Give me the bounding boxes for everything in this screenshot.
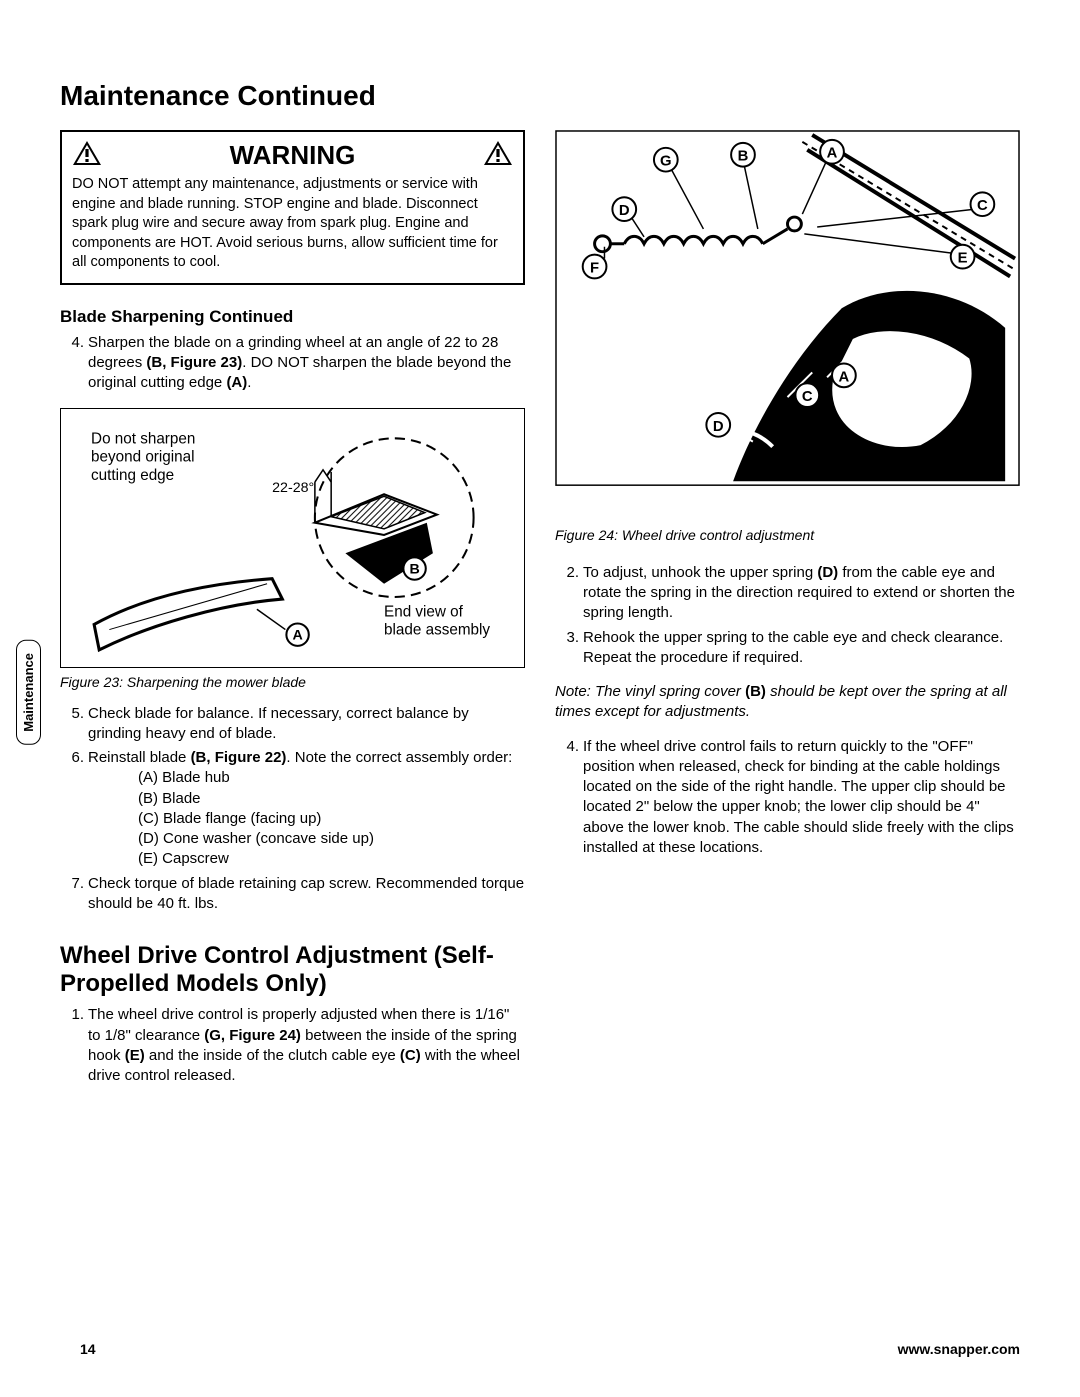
step6: Reinstall blade (B, Figure 22). Note the… <box>88 749 512 766</box>
warning-triangle-icon <box>72 140 102 171</box>
svg-text:A: A <box>292 627 302 643</box>
blade-steps-5-7: 5.Check blade for balance. If necessary,… <box>60 704 525 915</box>
page-title: Maintenance Continued <box>60 80 1020 112</box>
svg-text:B: B <box>738 149 749 165</box>
warning-body-text: DO NOT attempt any maintenance, adjustme… <box>72 175 513 273</box>
figure-24-caption: Figure 24: Wheel drive control adjustmen… <box>555 527 1020 543</box>
sub-c: (C) Blade flange (facing up) <box>138 809 525 829</box>
footer-url: www.snapper.com <box>898 1341 1020 1357</box>
svg-text:A: A <box>827 146 838 162</box>
left-column: WARNING DO NOT attempt any maintenance, … <box>60 130 525 1090</box>
t: (E) <box>125 1047 145 1064</box>
t: To adjust, unhook the upper spring <box>583 564 817 581</box>
svg-text:C: C <box>802 389 813 405</box>
svg-text:blade assembly: blade assembly <box>384 621 490 638</box>
figure-23-svg: Do not sharpen beyond original cutting e… <box>73 421 512 655</box>
t: (A) <box>226 374 247 391</box>
t: (G, Figure 24) <box>204 1027 301 1044</box>
t: Reinstall blade <box>88 749 191 766</box>
wheel-step-1: 1. The wheel drive control is properly a… <box>60 1005 525 1086</box>
note-paragraph: Note: The vinyl spring cover (B) should … <box>555 682 1020 723</box>
sub-d: (D) Cone washer (concave side up) <box>138 829 525 849</box>
wheel-drive-heading: Wheel Drive Control Adjustment (Self-Pro… <box>60 942 525 997</box>
t: (B, Figure 23) <box>146 354 242 371</box>
wheel-step-4: 4.If the wheel drive control fails to re… <box>555 737 1020 859</box>
svg-text:D: D <box>619 203 630 219</box>
figure-24-svg: G B A D C E F A C D <box>555 130 1020 516</box>
svg-text:E: E <box>958 251 968 267</box>
svg-text:G: G <box>660 154 672 170</box>
t: (C) <box>400 1047 421 1064</box>
t: . <box>247 374 251 391</box>
svg-text:End view of: End view of <box>384 603 464 620</box>
figure-23-caption: Figure 23: Sharpening the mower blade <box>60 674 525 690</box>
warning-triangle-icon <box>483 140 513 171</box>
blade-sharpening-heading: Blade Sharpening Continued <box>60 307 525 327</box>
sub-a: (A) Blade hub <box>138 768 525 788</box>
step4-text: Sharpen the blade on a grinding wheel at… <box>88 334 511 392</box>
figure-24-box: G B A D C E F A C D <box>555 130 1020 521</box>
svg-text:F: F <box>590 260 599 276</box>
svg-text:beyond original: beyond original <box>91 448 194 465</box>
sub-e: (E) Capscrew <box>138 849 525 869</box>
figure-23-box: Do not sharpen beyond original cutting e… <box>60 408 525 668</box>
svg-text:cutting edge: cutting edge <box>91 467 174 484</box>
step5: Check blade for balance. If necessary, c… <box>88 705 469 742</box>
svg-text:22-28°: 22-28° <box>272 480 314 496</box>
wheel-s1: The wheel drive control is properly adju… <box>88 1006 520 1084</box>
sub-b: (B) Blade <box>138 789 525 809</box>
svg-text:A: A <box>839 369 850 385</box>
t: (D) <box>817 564 838 581</box>
t: Note: The vinyl spring cover <box>555 683 745 700</box>
page-number: 14 <box>80 1341 96 1357</box>
side-tab-maintenance: Maintenance <box>16 640 41 745</box>
step7: Check torque of blade retaining cap scre… <box>88 875 524 912</box>
t: and the inside of the clutch cable eye <box>145 1047 400 1064</box>
t: (B, Figure 22) <box>191 749 287 766</box>
warning-title: WARNING <box>230 140 356 171</box>
warning-box: WARNING DO NOT attempt any maintenance, … <box>60 130 525 285</box>
svg-text:D: D <box>713 419 724 435</box>
svg-text:B: B <box>409 561 419 577</box>
two-column-layout: WARNING DO NOT attempt any maintenance, … <box>60 130 1020 1090</box>
warning-header: WARNING <box>72 140 513 171</box>
wheel-s4: If the wheel drive control fails to retu… <box>583 738 1014 856</box>
blade-step-4: 4. Sharpen the blade on a grinding wheel… <box>60 333 525 394</box>
wheel-s2: To adjust, unhook the upper spring (D) f… <box>583 564 1015 622</box>
wheel-steps-2-3: 2. To adjust, unhook the upper spring (D… <box>555 563 1020 668</box>
svg-text:Do not sharpen: Do not sharpen <box>91 430 195 447</box>
assembly-order-list: (A) Blade hub (B) Blade (C) Blade flange… <box>88 768 525 869</box>
t: (B) <box>745 683 766 700</box>
page-footer: 14 www.snapper.com <box>80 1341 1020 1357</box>
right-column: G B A D C E F A C D Figure 24: Wheel dri… <box>555 130 1020 1090</box>
t: . Note the correct assembly order: <box>286 749 512 766</box>
wheel-s3: Rehook the upper spring to the cable eye… <box>583 629 1003 666</box>
svg-text:C: C <box>977 198 988 214</box>
